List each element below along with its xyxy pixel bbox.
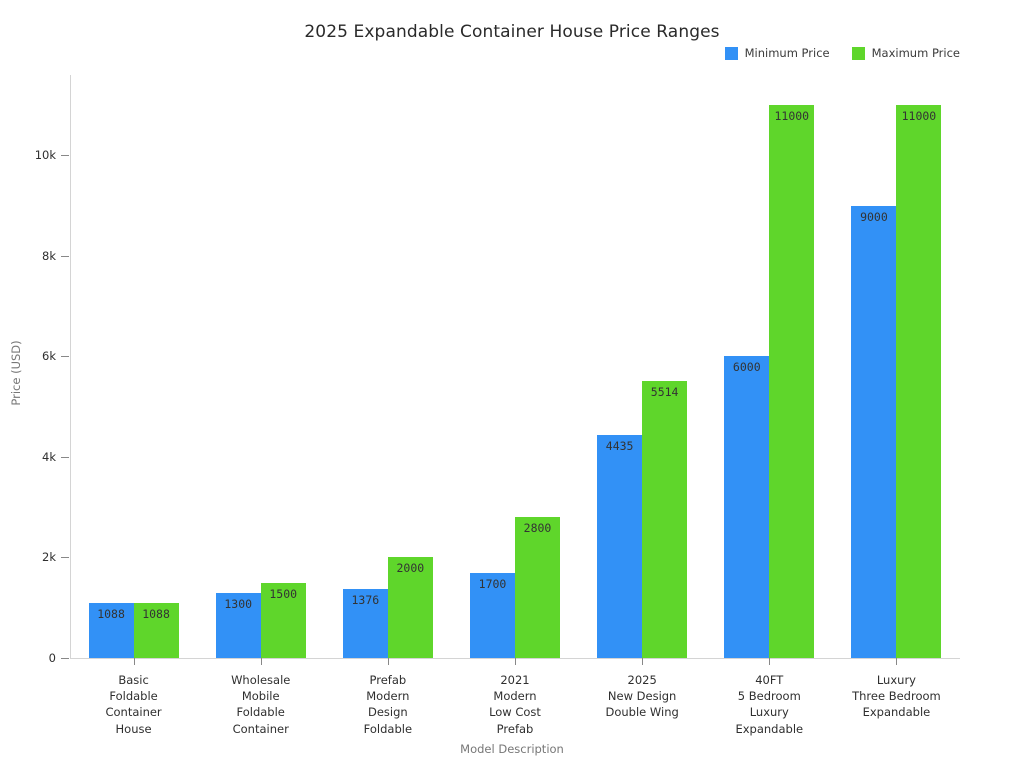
y-tick-label: 2k (42, 550, 56, 565)
x-tick-mark (769, 658, 771, 665)
legend-label-maximum-price: Maximum Price (871, 46, 960, 60)
bar-value-label: 1700 (478, 576, 507, 591)
bar-value-label: 1088 (142, 607, 170, 622)
bar-value-label: 11000 (901, 109, 937, 124)
bar[interactable]: 1300 (215, 592, 261, 658)
x-tick-label: Prefab Modern Design Foldable (363, 673, 413, 736)
bar[interactable]: 1700 (470, 572, 515, 658)
bar-value-label: 4435 (605, 439, 634, 454)
y-tick-label: 8k (42, 248, 56, 263)
bar-value-label: 1088 (97, 607, 125, 622)
y-tick-mark (61, 557, 69, 559)
x-tick-mark (260, 658, 262, 665)
x-tick-label: Wholesale Mobile Foldable Container (231, 673, 291, 736)
chart-legend: Minimum Price Maximum Price (724, 46, 960, 60)
bar-value-label: 2800 (523, 521, 552, 536)
x-tick-label: 2025 New Design Double Wing (605, 673, 679, 720)
y-tick-label: 6k (42, 349, 56, 364)
legend-swatch-maximum-price (851, 46, 865, 60)
bar-value-label: 1300 (224, 596, 253, 611)
legend-item-maximum-price[interactable]: Maximum Price (851, 46, 960, 60)
x-tick-mark (896, 658, 898, 665)
bar[interactable]: 2800 (515, 517, 560, 658)
y-tick-mark (61, 456, 69, 458)
bar[interactable]: 2000 (387, 557, 433, 658)
bar[interactable]: 9000 (851, 205, 897, 658)
y-tick-mark (61, 255, 69, 257)
x-tick-mark (133, 658, 135, 665)
x-tick-mark (387, 658, 389, 665)
x-axis-title: Model Description (460, 742, 564, 756)
bar[interactable]: 1088 (133, 603, 179, 658)
x-tick-label: Basic Foldable Container House (105, 673, 162, 736)
bar[interactable]: 11000 (769, 105, 815, 658)
bar[interactable]: 4435 (597, 435, 643, 658)
y-tick-label: 0 (48, 651, 56, 665)
legend-swatch-minimum-price (724, 46, 738, 60)
x-tick-label: 2021 Modern Low Cost Prefab (489, 673, 541, 736)
y-tick-label: 10k (34, 148, 56, 163)
y-axis-line (70, 75, 71, 658)
x-tick-mark (642, 658, 644, 665)
x-tick-label: Luxury Three Bedroom Expandable (852, 673, 941, 720)
x-tick-label: 40FT 5 Bedroom Luxury Expandable (735, 673, 804, 736)
bar[interactable]: 6000 (724, 356, 770, 658)
chart-title: 2025 Expandable Container House Price Ra… (304, 22, 720, 42)
bar-value-label: 5514 (650, 384, 679, 399)
bar-value-label: 1376 (351, 592, 380, 607)
bar-value-label: 11000 (774, 109, 810, 124)
legend-label-minimum-price: Minimum Price (744, 46, 830, 60)
bar-value-label: 9000 (860, 209, 888, 224)
y-tick-mark (61, 155, 69, 157)
bar[interactable]: 1376 (342, 588, 388, 658)
y-tick-mark (61, 658, 69, 659)
bar[interactable]: 11000 (896, 105, 942, 658)
plot-area: 0 2k 4k 6k 8k 10k 1088 1088 1300 1500 1376 2000 170… (9, 75, 960, 736)
y-tick-label: 4k (42, 449, 56, 464)
y-tick-mark (61, 356, 69, 358)
x-tick-mark (515, 658, 516, 665)
y-axis-title: Price (USD) (9, 340, 23, 406)
legend-item-minimum-price[interactable]: Minimum Price (724, 46, 830, 60)
bar-value-label: 6000 (732, 360, 761, 375)
bar[interactable]: 1500 (260, 582, 306, 658)
bar-value-label: 2000 (396, 561, 425, 576)
bar[interactable]: 5514 (642, 380, 688, 658)
bar-value-label: 1500 (269, 586, 298, 601)
bar[interactable]: 1088 (88, 603, 134, 658)
